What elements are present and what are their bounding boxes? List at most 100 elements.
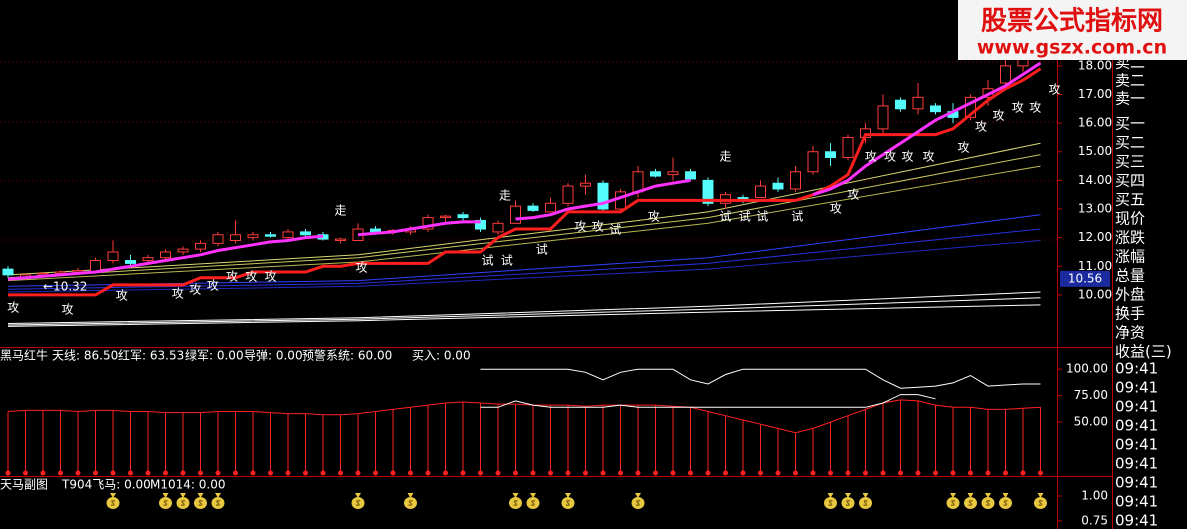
signal-label: 试 xyxy=(739,209,751,224)
signal-label: 攻 xyxy=(830,202,842,216)
red-dot xyxy=(933,470,938,476)
money-bag-top xyxy=(1037,493,1044,498)
signal-label: 攻 xyxy=(264,269,276,283)
red-dot xyxy=(23,470,28,476)
candle-body xyxy=(615,191,626,210)
red-dot xyxy=(793,470,798,476)
money-bag-top xyxy=(950,493,956,498)
red-dot xyxy=(110,470,116,476)
candle-body xyxy=(142,257,154,262)
money-bag-top xyxy=(635,493,641,498)
red-dot xyxy=(898,470,903,476)
signal-label: 试 xyxy=(756,209,768,224)
candle-body xyxy=(807,151,819,173)
red-dot xyxy=(390,470,396,476)
red-dot xyxy=(653,470,658,476)
red-dot xyxy=(863,470,868,476)
red-dot xyxy=(58,470,63,476)
quote-label: 涨幅 xyxy=(1115,248,1145,266)
money-bag-glyph xyxy=(1038,500,1043,506)
candle-body xyxy=(282,231,294,239)
red-dot xyxy=(670,470,676,476)
time-label: 09:41 xyxy=(1115,360,1158,378)
signal-label: 攻 xyxy=(992,108,1004,122)
candle-body xyxy=(702,179,714,204)
candle-body xyxy=(772,182,784,190)
signal-label: 攻 xyxy=(592,219,604,233)
quote-label: 买四 xyxy=(1115,172,1145,190)
signal-label: 试 xyxy=(609,221,621,236)
quote-label: 换手 xyxy=(1115,305,1145,323)
signal-label: 试 xyxy=(791,209,803,224)
red-dot xyxy=(75,470,81,476)
quote-label: 卖一 xyxy=(1115,90,1145,108)
signal-label: 攻 xyxy=(957,141,969,155)
candle-body xyxy=(370,228,381,233)
ma-line xyxy=(7,304,1041,327)
red-dot xyxy=(740,470,746,476)
quote-label: 卖二 xyxy=(1115,72,1145,90)
candle-body xyxy=(335,238,346,241)
y-tick-label: 15.00 xyxy=(1078,144,1112,158)
y-tick-label: 10.00 xyxy=(1078,287,1112,301)
candle-body xyxy=(422,217,434,230)
ma-line xyxy=(7,240,1041,293)
money-bag-top xyxy=(407,493,414,498)
time-label: 09:41 xyxy=(1115,417,1158,435)
quote-label: 收益(三) xyxy=(1115,343,1172,361)
candle-body xyxy=(440,215,451,219)
candle-body xyxy=(965,96,976,118)
quote-label: 买二 xyxy=(1115,134,1145,152)
red-dot xyxy=(425,470,431,476)
candle-body xyxy=(877,105,889,130)
panel-borders xyxy=(0,0,1113,529)
money-bag-glyph xyxy=(863,500,868,506)
money-bag-glyph xyxy=(565,500,571,506)
signal-label: 攻 xyxy=(1012,100,1024,114)
time-label: 09:41 xyxy=(1115,379,1158,397)
quote-label: 净资 xyxy=(1115,324,1145,342)
signal-label: 试 xyxy=(719,209,731,224)
signal-label: 攻 xyxy=(865,149,877,163)
candle-body xyxy=(755,185,766,199)
readout: 导弹: 0.00 xyxy=(244,349,303,363)
money-bag-top xyxy=(1002,493,1009,498)
candle-body xyxy=(912,96,924,110)
red-dot xyxy=(180,470,186,476)
money-bag-glyph xyxy=(163,500,168,506)
candle-body xyxy=(930,105,941,113)
money-bag-top xyxy=(967,493,974,498)
red-dot xyxy=(775,470,781,476)
red-dot xyxy=(355,470,361,476)
money-bag-glyph xyxy=(198,500,203,506)
red-dot xyxy=(320,470,326,476)
quote-label: 买一 xyxy=(1115,115,1145,133)
signal-label: 攻 xyxy=(574,219,586,233)
last-price-box xyxy=(1060,270,1110,287)
money-bag-top xyxy=(162,493,169,498)
red-dot xyxy=(460,470,466,476)
red-dot xyxy=(303,470,308,476)
signal-label: 攻 xyxy=(901,149,913,163)
readout: 买入: 0.00 xyxy=(412,349,471,363)
money-bag-glyph xyxy=(828,500,833,506)
money-bag-top xyxy=(530,493,536,498)
red-dot xyxy=(635,470,641,476)
y-tick-label: 16.00 xyxy=(1078,116,1112,130)
y-tick-label: 13.00 xyxy=(1078,202,1112,216)
red-dot xyxy=(198,470,203,476)
quote-label: 现价 xyxy=(1115,210,1145,228)
money-bag-top xyxy=(180,493,186,498)
candle-body xyxy=(597,182,609,210)
y-tick-label: 11.00 xyxy=(1078,259,1112,273)
signal-label: 攻 xyxy=(922,149,934,163)
y-tick-label: 14.00 xyxy=(1078,173,1112,187)
money-bag-glyph xyxy=(530,500,536,506)
candle-body xyxy=(545,202,556,213)
warning-line xyxy=(480,394,936,408)
signal-label: 攻 xyxy=(1048,82,1060,96)
quote-label: 涨跌 xyxy=(1115,229,1145,247)
money-bag-top xyxy=(845,493,851,498)
signal-label: 试 xyxy=(481,252,493,267)
red-dot xyxy=(5,470,11,476)
